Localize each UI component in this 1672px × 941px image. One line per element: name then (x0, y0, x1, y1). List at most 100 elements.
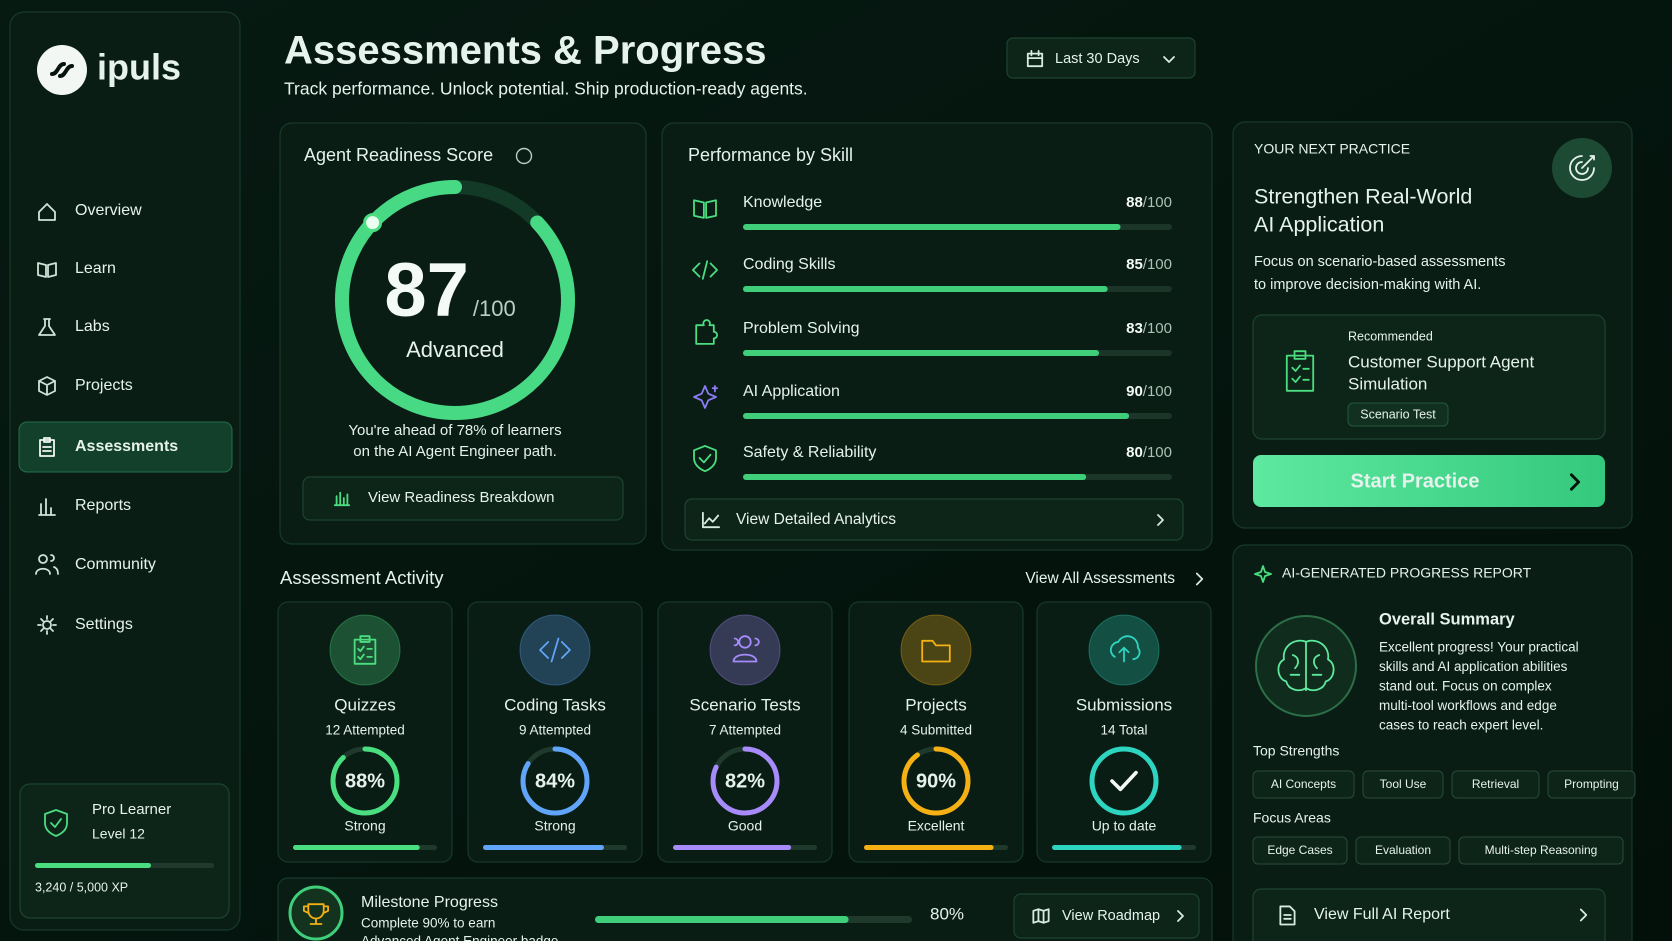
summary-line: stand out. Focus on complex (1379, 679, 1552, 694)
skill-bar (743, 224, 1121, 230)
skill-score-value: 80 (1126, 444, 1143, 461)
chart-icon (701, 511, 721, 529)
next-title: Strengthen Real-World (1254, 185, 1472, 209)
activity-card[interactable] (657, 601, 833, 863)
chip-label: Retrieval (1472, 777, 1519, 791)
analytics-button[interactable] (684, 498, 1184, 541)
activity-card[interactable] (467, 601, 643, 863)
skill-name: Knowledge (743, 194, 822, 211)
chip-label: AI Concepts (1271, 777, 1336, 791)
score-knob (363, 213, 383, 233)
analytics-button-label: View Detailed Analytics (736, 511, 896, 528)
chevron (1163, 56, 1175, 63)
summary-line: cases to reach expert level. (1379, 718, 1543, 733)
start-button[interactable] (1253, 455, 1605, 507)
chip-label: Tool Use (1380, 777, 1427, 791)
report-button[interactable] (1252, 888, 1606, 941)
nav-item[interactable]: Projects (75, 377, 133, 394)
logo-mark (37, 45, 87, 95)
chip (1252, 836, 1348, 865)
recommended-box (1252, 314, 1606, 440)
chip (1458, 836, 1624, 865)
skill-name: Coding Skills (743, 256, 835, 273)
milestone-bar (595, 916, 849, 923)
activity-name: Quizzes (334, 695, 395, 714)
skill-score: 88/100 (1126, 194, 1172, 211)
activity-ring (1089, 746, 1159, 816)
activity-detail: 4 Submitted (900, 723, 972, 738)
roadmap-button[interactable] (1013, 893, 1200, 939)
activity-status: Strong (344, 818, 385, 834)
skill-score-max: /100 (1143, 383, 1172, 400)
activity-score: 84% (535, 770, 575, 792)
profile-card (19, 783, 230, 919)
nav-item[interactable]: Settings (75, 616, 133, 633)
chips-title: Top Strengths (1253, 743, 1339, 759)
nav-icon (39, 437, 55, 457)
skill-bar (743, 413, 1130, 419)
nav-icon (37, 615, 57, 635)
readiness-title: Agent Readiness Score (304, 145, 493, 165)
nav-icon (37, 262, 57, 278)
activity-detail: 14 Total (1100, 723, 1147, 738)
summary-line: skills and AI application abilities (1379, 659, 1568, 674)
nav-item[interactable]: Learn (75, 260, 116, 277)
activity-ring (710, 746, 780, 816)
nav-item[interactable]: Labs (75, 318, 110, 335)
nav-item[interactable]: Overview (75, 202, 142, 219)
skill-name: Problem Solving (743, 320, 860, 337)
nav-item[interactable]: Assessments (75, 438, 178, 455)
next-desc: to improve decision-making with AI. (1254, 277, 1481, 293)
activity-status: Strong (534, 818, 575, 834)
skill-name: AI Application (743, 383, 840, 400)
skill-icon (692, 260, 718, 280)
activity-icon (353, 635, 377, 665)
activity-card[interactable] (277, 601, 453, 863)
skill-score: 83/100 (1126, 320, 1172, 337)
activity-icon (732, 635, 760, 663)
bars-icon (333, 491, 351, 507)
check-icon (1110, 770, 1138, 792)
nav-icon (38, 376, 56, 396)
activity-status: Good (728, 818, 762, 834)
activity-icon-bg (900, 614, 972, 686)
nav-item[interactable]: Community (75, 556, 156, 573)
readiness-button[interactable] (302, 476, 624, 521)
date-dropdown[interactable] (1006, 37, 1196, 79)
activity-icon (1109, 635, 1141, 663)
score-ring (335, 180, 575, 420)
roadmap-button-label: View Roadmap (1062, 908, 1160, 924)
activity-title: Assessment Activity (280, 567, 444, 588)
milestone-desc: Complete 90% to earn (361, 916, 495, 931)
activity-name: Scenario Tests (689, 695, 800, 714)
activity-bar (483, 845, 604, 850)
activity-status: Excellent (908, 818, 965, 834)
chip-label: Evaluation (1375, 843, 1431, 857)
activity-name: Projects (905, 695, 966, 714)
activity-bar (1052, 845, 1182, 850)
activity-icon-bg (329, 614, 401, 686)
skill-score-max: /100 (1143, 194, 1172, 211)
chip (1451, 770, 1540, 799)
skill-score-value: 90 (1126, 383, 1143, 400)
summary-line: Excellent progress! Your practical (1379, 640, 1579, 655)
recommended-type: Scenario Test (1360, 407, 1436, 421)
chip (1355, 836, 1451, 865)
recommended-tag: Recommended (1348, 329, 1433, 343)
skill-icon (693, 385, 718, 409)
chips-title: Focus Areas (1253, 810, 1331, 826)
chip-label: Edge Cases (1267, 843, 1332, 857)
activity-card[interactable] (848, 601, 1024, 863)
activity-card[interactable] (1036, 601, 1212, 863)
nav-item[interactable]: Reports (75, 497, 131, 514)
chevron-right (1579, 908, 1588, 922)
activity-score: 90% (916, 770, 956, 792)
nav-active[interactable] (18, 421, 233, 473)
chip-label: Prompting (1564, 777, 1619, 791)
skill-score-value: 85 (1126, 256, 1143, 273)
report-button-label: View Full AI Report (1314, 906, 1450, 923)
target-icon (1569, 155, 1595, 181)
chevron-right (1177, 910, 1184, 922)
chip (1362, 770, 1444, 799)
activity-link[interactable]: View All Assessments (1025, 570, 1175, 587)
